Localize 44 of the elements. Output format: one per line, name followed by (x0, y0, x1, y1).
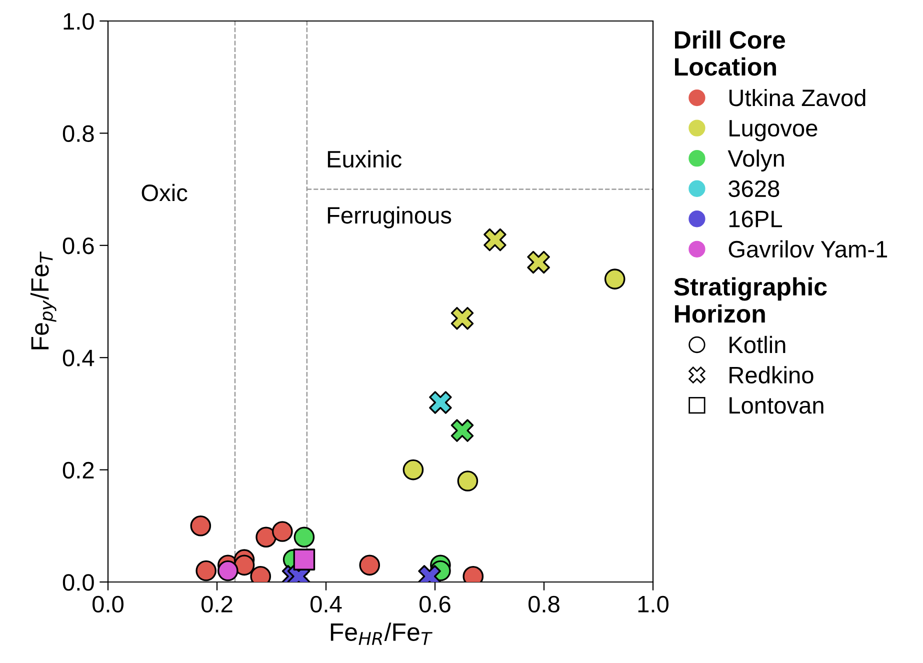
y-tick-label: 0.6 (62, 237, 94, 254)
point (457, 470, 478, 492)
legend-label: 3628 (728, 180, 780, 198)
point (217, 560, 238, 582)
point (604, 268, 626, 290)
annotation: Oxic (142, 184, 188, 202)
x-tick-label: 0.6 (420, 596, 450, 613)
x-tick-label: 0.4 (310, 596, 342, 613)
point (429, 391, 452, 414)
y-tick-label: 0.2 (62, 462, 94, 479)
annotation: Ferruginous (328, 206, 452, 228)
text: Stratigraphic Horizon (674, 277, 827, 323)
point (484, 228, 506, 252)
text: Drill Core Location (675, 30, 786, 76)
y-tick-label: 0.4 (62, 350, 94, 366)
x-tick-label: 0.8 (528, 596, 560, 613)
legend-label: Kotlin (730, 336, 786, 354)
legend-label: Lugovoe (730, 120, 818, 142)
annotation: Euxinic (328, 150, 402, 168)
x-tick-label: 0.0 (92, 596, 124, 613)
y-tick-label: 0.0 (62, 574, 94, 591)
point (294, 526, 315, 548)
point (234, 554, 255, 576)
y-axis-title: Fe$_{py}$/Fe$_{T}$ (30, 252, 56, 350)
point (527, 250, 550, 274)
x-axis-title: Fe$_{HR}$/Fe$_{T}$ (330, 622, 432, 645)
point (359, 554, 380, 576)
legend-label: Lontovan (730, 397, 824, 414)
y-tick-label: 0.8 (62, 125, 94, 142)
legend-label: Utkina Zavod (729, 88, 866, 106)
point (450, 306, 474, 330)
legend-label: Gavrilov Yam-1 (728, 240, 888, 258)
point (293, 548, 316, 570)
legend-label: Volyn (728, 149, 784, 172)
point (272, 521, 293, 542)
x-tick-label: 1.0 (638, 596, 668, 613)
x-tick-label: 0.2 (202, 596, 232, 613)
legend-label: Redkino (730, 366, 814, 384)
point (190, 515, 212, 536)
point (196, 560, 217, 582)
y-tick-label: 1.0 (64, 13, 94, 30)
point (402, 459, 424, 480)
legend-label: 16PL (729, 210, 782, 228)
point (256, 526, 276, 548)
